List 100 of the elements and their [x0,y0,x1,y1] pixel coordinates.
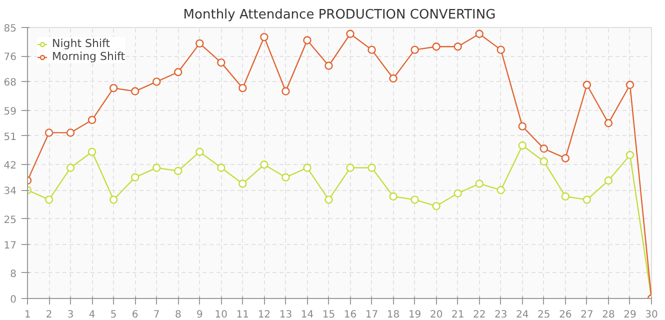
point [260,32,268,42]
point [324,196,333,204]
x-tick-label: 17 [365,310,378,320]
legend-label: Night Shift [52,37,110,50]
point [346,30,354,38]
x-tick-label: 23 [494,310,508,320]
point [368,46,376,54]
x-tick-label: 11 [236,310,250,320]
x-tick-label: 24 [516,310,529,320]
point [518,141,526,150]
y-tick-label: 85 [4,24,17,34]
point [260,160,268,169]
x-tick-label: 1 [24,310,31,320]
point [561,154,570,162]
point [303,36,312,44]
x-tick-label: 8 [174,310,182,320]
x-tick-label: 19 [408,310,422,320]
point [174,166,182,176]
point [196,39,204,48]
x-tick-label: 20 [430,310,443,320]
x-tick-label: 3 [67,310,74,320]
point [109,84,118,92]
y-tick-label: 8 [10,268,17,280]
y-tick-label: 51 [4,132,17,143]
y-tick-label: 17 [4,240,17,252]
x-tick-label: 13 [279,310,292,320]
x-tick-label: 12 [258,310,271,320]
x-tick-label: 28 [602,310,615,320]
point [518,122,526,130]
x-tick-label: 26 [559,310,572,320]
point [604,119,613,128]
x-tick-label: 2 [46,310,52,320]
x-tick-label: 25 [538,310,550,320]
point [454,189,462,198]
point [282,87,290,96]
point [626,80,634,89]
x-tick-label: 22 [473,310,486,320]
point [475,30,484,38]
y-tick-label: 42 [4,160,17,172]
point [626,150,634,160]
point [66,128,75,137]
y-tick-label: 0 [10,294,17,306]
point [130,173,140,182]
y-tick-label: 76 [4,52,17,64]
point [432,202,440,210]
point [303,164,312,172]
point [152,164,161,172]
point [44,196,54,204]
y-tick-label: 68 [4,78,17,89]
point [582,80,592,89]
point [496,46,505,54]
point [582,196,592,204]
point [88,148,96,156]
point [324,62,333,70]
point [130,87,140,96]
point [496,186,505,194]
point [432,42,440,51]
point [346,164,354,172]
x-tick-label: 15 [322,310,336,320]
y-tick-label: 25 [4,214,17,226]
point [368,164,376,172]
x-tick-label: 14 [300,310,314,320]
x-tick-label: 6 [132,310,138,320]
x-tick-label: 9 [196,310,203,320]
point [217,58,226,67]
point [540,144,548,153]
point [410,196,419,204]
point [174,68,182,76]
point [454,42,462,51]
x-tick-label: 16 [344,310,357,320]
point [196,148,204,156]
point [389,192,398,201]
point [88,116,96,124]
point [410,46,419,54]
point [217,164,226,172]
point [540,157,548,166]
x-tick-label: 27 [580,310,594,320]
point [561,192,570,201]
x-tick-label: 21 [451,310,464,320]
point [282,173,290,182]
x-tick-label: 30 [645,310,658,320]
point [66,164,75,172]
point [389,74,398,83]
point [604,176,613,185]
x-tick-label: 10 [214,310,228,320]
x-tick-label: 7 [153,310,160,320]
x-tick-label: 5 [110,310,117,320]
legend-label: Morning Shift [52,50,126,63]
point [109,196,118,204]
x-tick-label: 18 [386,310,400,320]
x-tick-label: 4 [88,310,96,320]
point [238,180,247,188]
point [44,128,54,137]
y-tick-label: 59 [4,106,17,118]
point [475,180,484,188]
point [238,84,247,92]
point [152,78,161,86]
y-tick-label: 34 [4,186,17,198]
x-tick-label: 29 [624,310,636,320]
chart-title: Monthly Attendance PRODUCTION CONVERTING [183,8,496,22]
